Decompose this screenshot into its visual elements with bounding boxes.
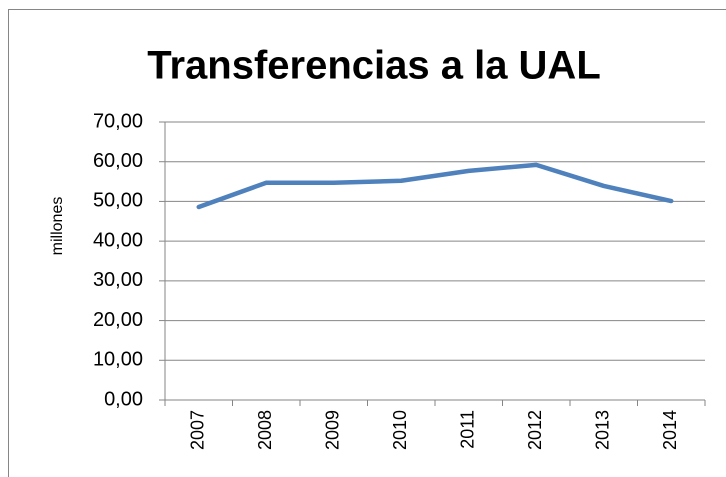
y-tick-label: 30,00 bbox=[93, 269, 143, 291]
chart-frame bbox=[8, 9, 726, 477]
y-tick-label: 0,00 bbox=[104, 388, 143, 410]
y-tick-label: 40,00 bbox=[93, 229, 143, 251]
y-tick-label: 60,00 bbox=[93, 150, 143, 172]
x-tick-label: 2011 bbox=[458, 410, 478, 449]
y-tick-label: 10,00 bbox=[93, 349, 143, 371]
x-tick-label: 2009 bbox=[323, 410, 343, 450]
x-tick-label: 2007 bbox=[188, 410, 208, 450]
y-tick-label: 50,00 bbox=[93, 190, 143, 212]
y-axis-label: millones bbox=[49, 197, 66, 256]
y-tick-label: 20,00 bbox=[93, 309, 143, 331]
x-tick-label: 2013 bbox=[593, 410, 613, 450]
x-tick-label: 2012 bbox=[525, 410, 545, 450]
x-tick-label: 2010 bbox=[390, 410, 410, 450]
x-tick-label: 2008 bbox=[255, 410, 275, 450]
y-tick-label: 70,00 bbox=[93, 110, 143, 132]
chart-title: Transferencias a la UAL bbox=[147, 44, 601, 88]
data-line bbox=[196, 162, 674, 210]
x-tick-label: 2014 bbox=[660, 410, 680, 450]
